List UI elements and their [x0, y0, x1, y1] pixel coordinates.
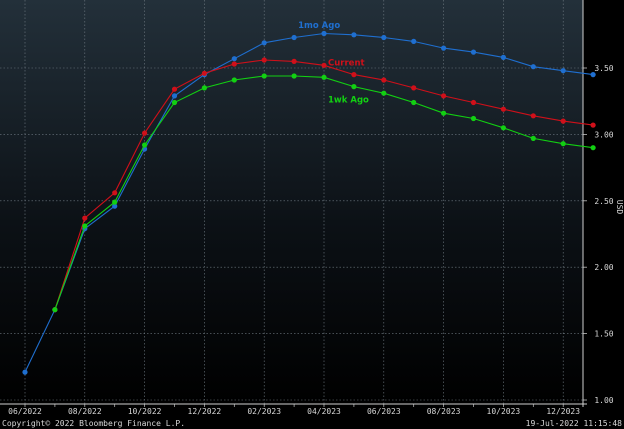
- data-point-1wk-ago: [231, 77, 237, 83]
- data-point-current: [291, 58, 297, 64]
- data-point-1mo-ago: [411, 38, 417, 45]
- data-point-1mo-ago: [381, 34, 387, 41]
- axes: 1.00 1.50 2.00 2.50 3.00 3.50 06/2022 08/2022 10…: [0, 0, 614, 416]
- x-tick-label: 08/2022: [68, 407, 102, 416]
- copyright-text: Copyright© 2022 Bloomberg Finance L.P.: [2, 419, 185, 428]
- data-point-1wk-ago: [201, 85, 207, 91]
- data-point-1mo-ago: [441, 45, 447, 51]
- series-labels: 1mo Ago Current 1wk Ago: [298, 21, 369, 105]
- data-point-current: [82, 215, 88, 221]
- data-point-current: [530, 113, 536, 119]
- series-label-1mo-ago: 1mo Ago: [298, 21, 340, 31]
- data-point-1mo-ago: [321, 30, 327, 37]
- x-tick-label: 04/2023: [307, 407, 341, 416]
- x-tick-label: 06/2023: [367, 407, 401, 416]
- data-point-1wk-ago: [470, 115, 477, 122]
- x-tick-label: 02/2023: [247, 407, 281, 416]
- data-point-1mo-ago: [112, 203, 118, 209]
- series: [22, 30, 596, 375]
- data-point-1wk-ago: [291, 73, 297, 79]
- data-point-1mo-ago: [560, 68, 566, 74]
- x-tick-label: 12/2022: [188, 407, 222, 416]
- data-point-1wk-ago: [142, 142, 148, 148]
- x-tick-label: 08/2023: [427, 407, 461, 416]
- data-point-1wk-ago: [351, 84, 357, 90]
- data-point-1mo-ago: [530, 64, 536, 70]
- series-label-1wk-ago: 1wk Ago: [328, 96, 369, 106]
- data-point-1mo-ago: [171, 93, 178, 99]
- data-point-1wk-ago: [52, 307, 58, 313]
- data-point-current: [381, 77, 387, 83]
- data-point-1mo-ago: [291, 34, 297, 41]
- data-point-1wk-ago: [560, 141, 566, 147]
- data-point-1wk-ago: [381, 90, 387, 96]
- data-point-1mo-ago: [261, 40, 267, 46]
- data-point-1wk-ago: [321, 74, 327, 80]
- data-point-current: [351, 72, 357, 78]
- data-point-1wk-ago: [171, 99, 178, 106]
- data-point-current: [560, 118, 566, 124]
- data-point-1mo-ago: [351, 32, 357, 38]
- series-label-current: Current: [328, 58, 365, 68]
- y-tick-label: 2.50: [594, 197, 613, 206]
- data-point-current: [261, 57, 267, 63]
- x-tick-label: 10/2022: [128, 407, 162, 416]
- data-point-1mo-ago: [231, 56, 237, 62]
- data-point-1mo-ago: [590, 72, 596, 78]
- data-point-current: [411, 85, 417, 91]
- data-point-1wk-ago: [590, 145, 596, 151]
- timestamp-text: 19-Jul-2022 11:15:48: [526, 419, 623, 428]
- data-point-1mo-ago: [22, 369, 28, 375]
- data-point-current: [321, 62, 327, 68]
- data-point-current: [441, 93, 447, 99]
- data-point-1mo-ago: [500, 54, 506, 61]
- data-point-current: [142, 130, 148, 136]
- data-point-1mo-ago: [470, 49, 477, 55]
- data-point-current: [201, 70, 207, 76]
- series-line-1mo-ago: [24, 32, 594, 373]
- data-point-1wk-ago: [261, 73, 267, 79]
- data-point-1wk-ago: [82, 223, 88, 229]
- data-point-current: [231, 61, 237, 67]
- x-tick-label: 12/2023: [546, 407, 580, 416]
- data-point-1wk-ago: [441, 110, 447, 116]
- data-point-1wk-ago: [530, 135, 536, 141]
- x-tick-label: 10/2023: [487, 407, 521, 416]
- data-point-current: [500, 106, 506, 112]
- plot-background: [0, 0, 583, 404]
- y-tick-label: 1.00: [594, 396, 613, 405]
- y-tick-label: 1.50: [594, 330, 613, 339]
- y-tick-label: 3.00: [594, 130, 613, 139]
- y-tick-label: 3.50: [594, 64, 613, 73]
- data-point-current: [590, 122, 596, 128]
- y-axis-label: USD: [615, 200, 624, 215]
- data-point-current: [171, 86, 178, 92]
- data-point-current: [470, 99, 477, 106]
- data-point-1wk-ago: [112, 199, 118, 205]
- data-point-1wk-ago: [500, 125, 506, 131]
- data-point-current: [112, 190, 118, 196]
- x-tick-label: 06/2022: [8, 407, 42, 416]
- y-tick-label: 2.00: [594, 263, 613, 272]
- data-point-1wk-ago: [411, 99, 417, 106]
